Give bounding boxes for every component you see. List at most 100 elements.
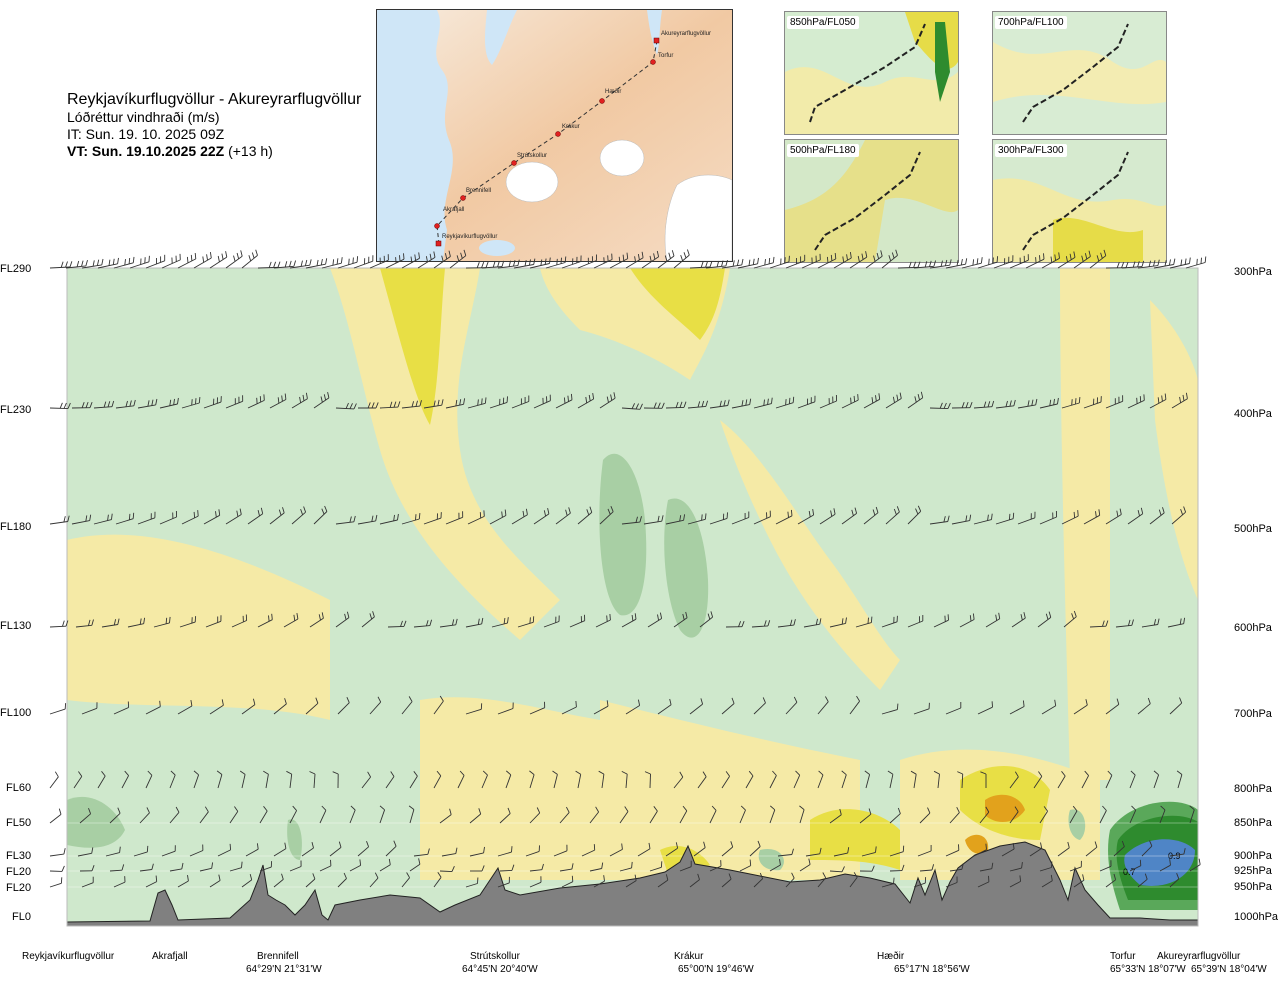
wind-barb <box>625 699 641 715</box>
map-label-haedir: Hæðir <box>605 88 621 95</box>
wind-barb <box>379 401 401 409</box>
wind-barb <box>231 614 248 628</box>
wind-barb <box>721 841 734 857</box>
wind-barb <box>1129 770 1136 789</box>
wind-barb <box>511 508 528 525</box>
wind-barb <box>913 260 937 269</box>
wind-barb <box>929 259 952 269</box>
wind-barb <box>1137 697 1151 715</box>
wind-barb <box>505 770 512 789</box>
wind-barb <box>321 257 343 269</box>
wind-barb <box>113 701 130 715</box>
wind-barb <box>401 252 420 269</box>
wind-barb <box>1099 860 1112 872</box>
wind-barb <box>1041 699 1057 715</box>
wind-barb <box>595 613 611 628</box>
wind-barb <box>1171 392 1188 409</box>
fl-label-3: FL130 <box>0 620 32 632</box>
wind-barb <box>349 805 356 824</box>
wind-barb <box>137 398 158 409</box>
wind-barb <box>169 862 184 872</box>
coord-label-1: 64°45'N 20°40'W <box>462 964 538 975</box>
wind-barb <box>1039 806 1048 824</box>
wind-barb <box>1105 261 1129 269</box>
wind-barb <box>751 620 771 628</box>
panel-850-label: 850hPa/FL050 <box>787 16 859 29</box>
wind-barb <box>833 252 852 269</box>
wind-barb <box>797 509 815 525</box>
contour-field: 0.7 0.9 <box>67 268 1198 926</box>
wind-barb <box>881 615 898 628</box>
wind-barb <box>687 513 707 525</box>
wind-barb <box>919 864 935 872</box>
wind-barb <box>499 864 515 872</box>
wind-barb <box>731 511 750 525</box>
wind-barb <box>387 620 407 628</box>
wind-barb <box>709 399 730 409</box>
panel-700: 700hPa/FL100 <box>992 11 1167 135</box>
wind-barb <box>945 258 968 269</box>
wind-barb <box>1085 841 1098 857</box>
wind-barb <box>561 255 582 269</box>
wind-barb <box>385 253 405 269</box>
wind-barb <box>625 251 644 269</box>
wind-barb <box>979 806 990 824</box>
wind-barb <box>1153 770 1160 789</box>
wind-barb <box>332 771 339 789</box>
wind-barb <box>841 770 847 789</box>
location-label-6: Torfur <box>1110 951 1136 962</box>
wind-barb <box>689 261 713 269</box>
wind-barb <box>379 513 399 525</box>
wind-barb <box>739 805 746 824</box>
wind-barb <box>829 866 845 873</box>
wind-barb <box>907 505 922 525</box>
panel-500: 500hPa/FL180 <box>784 139 959 263</box>
wind-barb <box>799 858 811 872</box>
wind-barb <box>401 400 422 409</box>
wind-barb <box>777 848 794 857</box>
wind-barb <box>577 506 593 525</box>
wind-barb <box>657 250 675 269</box>
wind-barb <box>769 255 790 269</box>
wind-barb <box>145 875 158 888</box>
map-label-strutskollur: Strútskollur <box>517 153 547 159</box>
wind-barb <box>517 616 535 628</box>
wind-barb <box>433 250 451 269</box>
wind-barb <box>417 251 436 269</box>
fl-label-2: FL180 <box>0 521 32 533</box>
wind-barb <box>863 506 879 525</box>
wind-barb <box>589 806 599 824</box>
wind-barb <box>71 401 93 409</box>
wind-barb <box>1069 860 1082 872</box>
map-point-torfur <box>650 59 656 65</box>
issue-time: IT: Sun. 19. 10. 2025 09Z <box>67 126 225 142</box>
wind-barb <box>467 510 485 525</box>
wind-barb <box>49 848 66 857</box>
wind-barb <box>1009 254 1029 269</box>
wind-barb <box>113 256 135 269</box>
wind-barb <box>319 805 327 824</box>
wind-barb <box>769 770 777 789</box>
wind-barb <box>1009 862 1023 872</box>
wind-barb <box>961 257 983 269</box>
wind-barb <box>1083 396 1102 409</box>
wind-barb <box>257 261 281 269</box>
wind-barb <box>413 619 433 628</box>
wind-barb <box>1009 875 1022 888</box>
wind-barb <box>439 866 455 873</box>
pressure-label-8: 925hPa <box>1234 865 1272 877</box>
wind-barb <box>1041 874 1053 888</box>
wind-barb <box>145 770 153 789</box>
wind-barb <box>769 805 776 824</box>
wind-barb <box>805 847 822 857</box>
wind-barb <box>817 770 824 789</box>
wind-barb <box>721 258 744 269</box>
wind-barb <box>1073 250 1091 269</box>
wind-barb <box>855 616 873 628</box>
wind-barb <box>470 865 485 872</box>
wind-barb <box>273 873 284 888</box>
wind-barb <box>555 393 573 409</box>
panel-850: 850hPa/FL050 <box>784 11 959 135</box>
wind-barb <box>159 397 179 409</box>
wind-barb <box>599 392 616 409</box>
